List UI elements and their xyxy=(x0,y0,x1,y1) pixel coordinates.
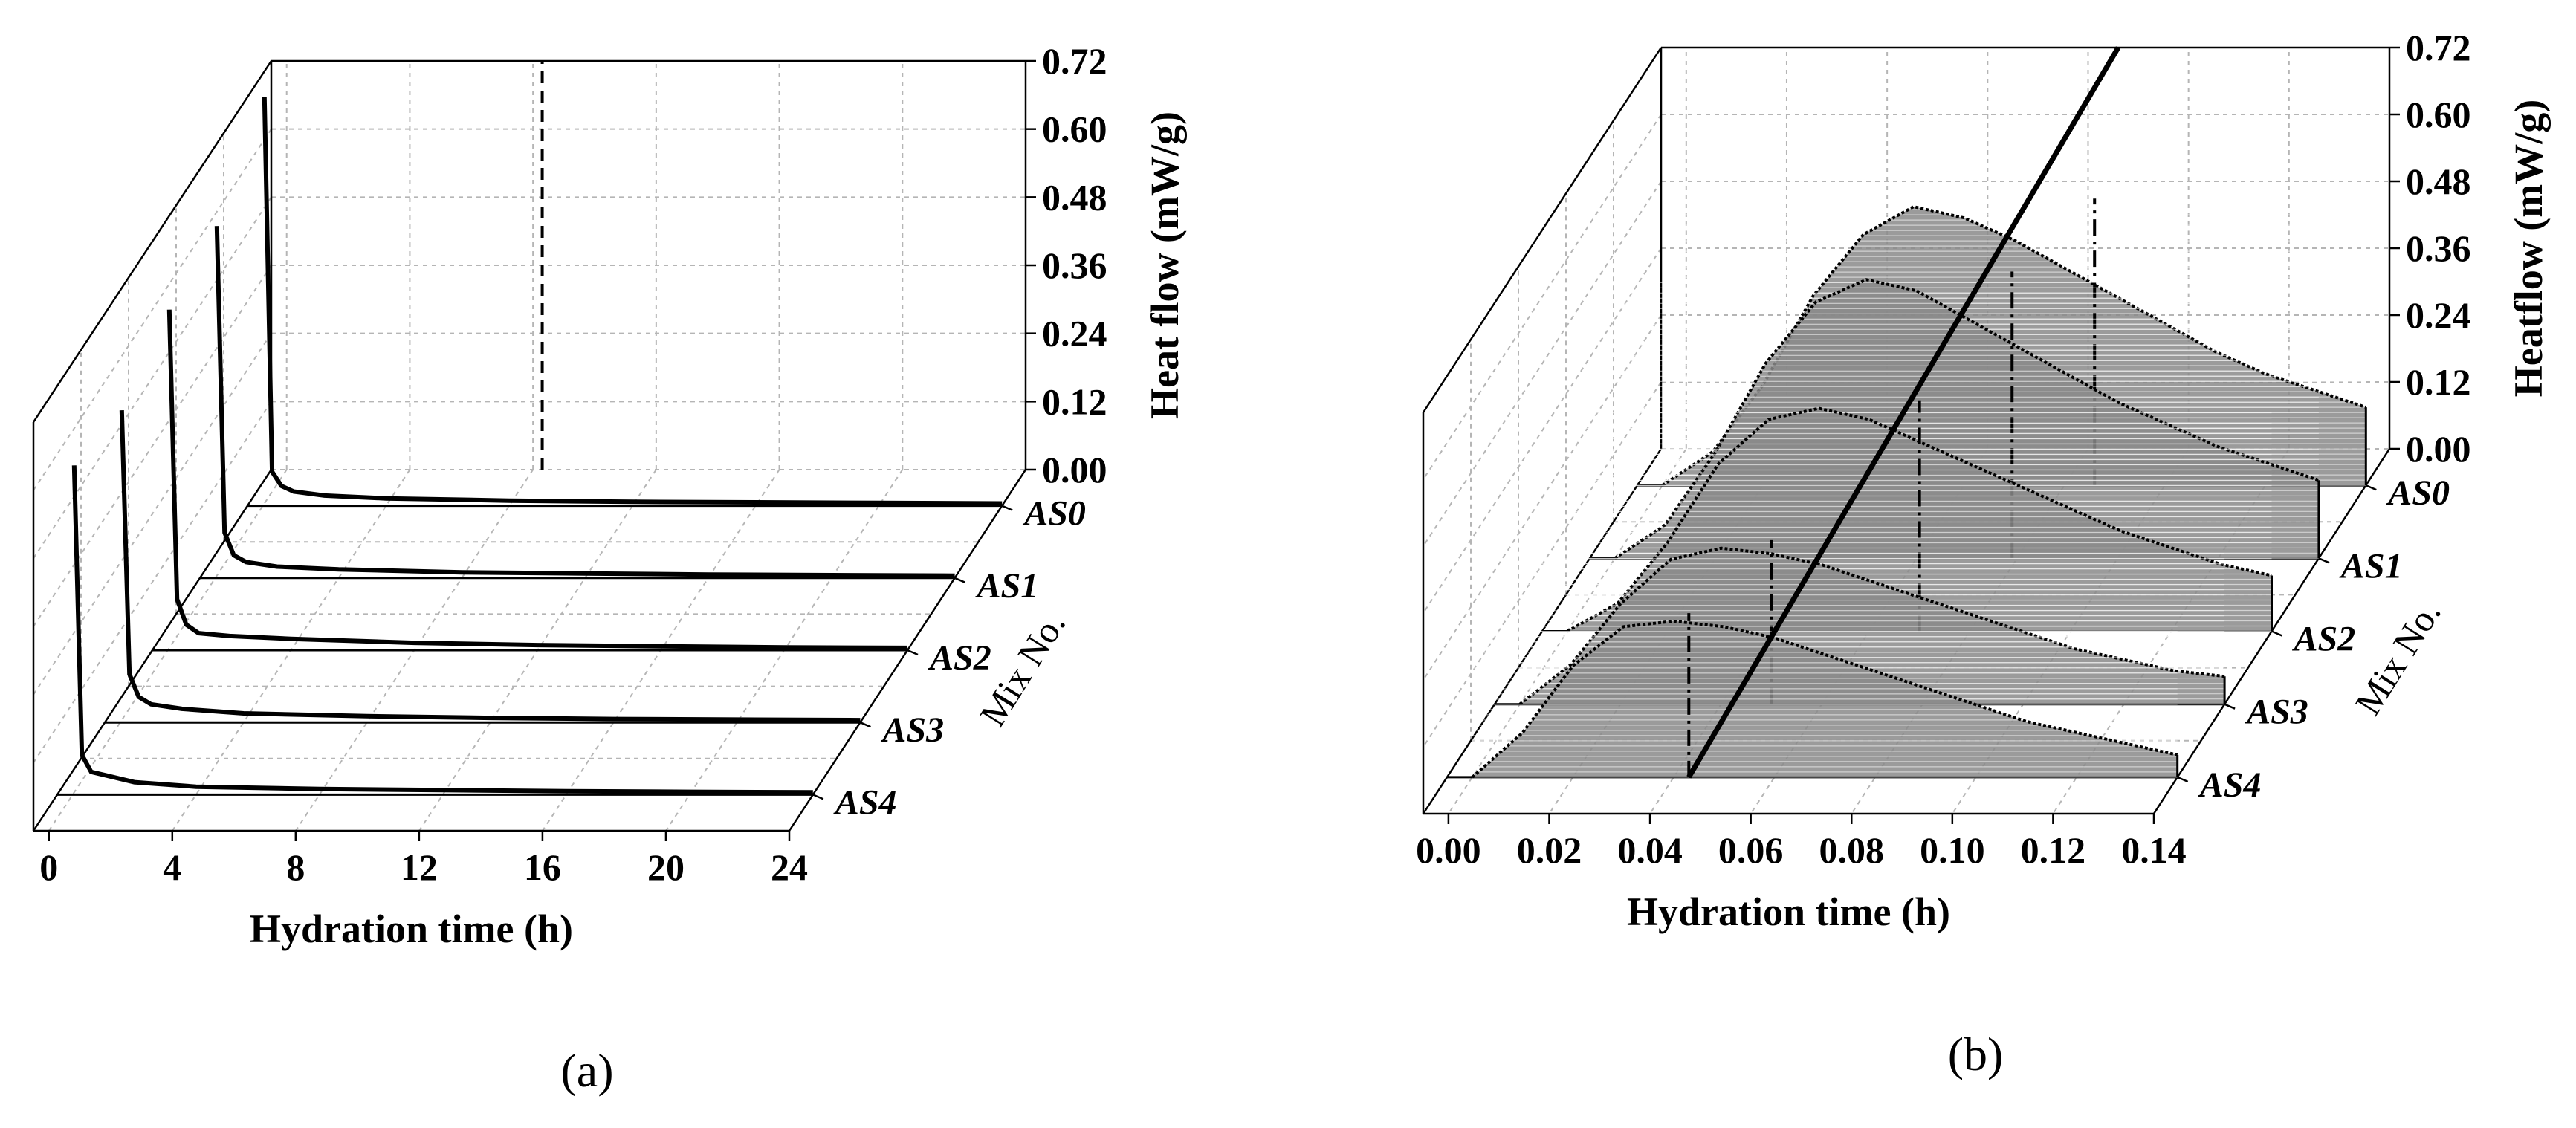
axis-line xyxy=(32,60,273,423)
z-tick-label: 0.48 xyxy=(2406,161,2471,202)
category-tick-mark xyxy=(2271,630,2282,637)
panel-b-chart: 0.00 0.02 0.04 0.06 0.08 0.10 0.12 0.14 0.00 0.12… xyxy=(1416,27,2551,934)
x-tick-label: 12 xyxy=(401,846,438,888)
ticks: 0.00 0.02 0.04 0.06 0.08 0.10 0.12 0.14 0.00 0.12… xyxy=(1416,27,2470,871)
x-tick-label: 0.06 xyxy=(1718,829,1784,871)
grid-line xyxy=(33,401,272,763)
category-label: AS4 xyxy=(833,782,897,822)
z-tick-label: 0.12 xyxy=(2406,361,2471,403)
x-tick-label: 8 xyxy=(286,846,305,888)
x-tick-label: 24 xyxy=(771,846,808,888)
panel-b-label: (b) xyxy=(1948,1028,2004,1080)
z-tick-label: 0.24 xyxy=(2406,294,2471,336)
panel-a-label: (a) xyxy=(560,1044,613,1097)
x-tick-label: 0.12 xyxy=(2021,829,2086,871)
category-tick-mark xyxy=(1001,505,1013,511)
grid xyxy=(33,60,1026,832)
category-label: AS4 xyxy=(2198,765,2262,805)
z-tick-label: 0.24 xyxy=(1042,313,1107,354)
category-label: AS2 xyxy=(928,638,991,678)
category-tick-mark xyxy=(812,794,824,800)
grid-line xyxy=(1423,381,1662,748)
grid-line xyxy=(1423,114,1662,480)
x-tick-label: 16 xyxy=(524,846,561,888)
x-tick-label: 20 xyxy=(647,846,685,888)
grid-line xyxy=(33,265,272,627)
category-tick-mark xyxy=(2224,703,2236,710)
z-tick-label: 0.36 xyxy=(1042,244,1107,286)
x-tick-label: 0.02 xyxy=(1517,829,1582,871)
x-tick-label: 0.04 xyxy=(1617,829,1683,871)
z-tick-label: 0.00 xyxy=(2406,428,2471,470)
x-axis-title: Hydration time (h) xyxy=(1627,889,1950,934)
category-label: AS3 xyxy=(2245,693,2308,732)
panel-a-chart: 0 4 8 12 16 20 24 0.00 0.12 0.24 0.36 0.48 0.60 0.72 A… xyxy=(32,40,1187,951)
category-label: AS3 xyxy=(880,710,944,750)
series-line xyxy=(1471,619,2178,779)
x-tick-label: 0.00 xyxy=(1416,829,1481,871)
series-group xyxy=(57,61,1003,796)
z-tick-label: 0.72 xyxy=(2406,27,2471,68)
x-axis-title: Hydration time (h) xyxy=(250,907,573,951)
z-axis-title: Heat flow (mW/g) xyxy=(1142,111,1187,419)
category-label: AS2 xyxy=(2292,620,2356,659)
category-label: AS0 xyxy=(2386,473,2450,513)
z-axis-title: Heatflow (mW/g) xyxy=(2506,100,2551,397)
grid-line xyxy=(1423,181,1662,547)
x-tick-label: 0 xyxy=(39,846,58,888)
axes-frame xyxy=(1422,46,2391,815)
category-tick-mark xyxy=(907,649,919,656)
category-label: AS0 xyxy=(1022,494,1086,534)
series-line xyxy=(166,309,908,650)
z-tick-label: 0.48 xyxy=(1042,176,1107,218)
x-tick-label: 4 xyxy=(163,846,181,888)
x-tick-label: 0.14 xyxy=(2121,829,2187,871)
grid-line xyxy=(33,333,272,696)
z-tick-label: 0.60 xyxy=(2406,94,2471,135)
z-tick-label: 0.60 xyxy=(1042,108,1107,150)
series-group xyxy=(1447,46,2367,779)
series-line xyxy=(262,97,1003,506)
series-line xyxy=(71,465,813,795)
z-tick-label: 0.12 xyxy=(1042,380,1107,422)
axes-frame xyxy=(32,59,1027,832)
category-tick-mark xyxy=(2177,776,2189,783)
series-line xyxy=(1518,546,2225,706)
ticks: 0 4 8 12 16 20 24 0.00 0.12 0.24 0.36 0.48 0.60 0.72 A… xyxy=(39,40,1107,888)
grid-line xyxy=(33,129,272,491)
series-line xyxy=(1614,278,2320,560)
category-tick-mark xyxy=(2365,484,2377,491)
series-line xyxy=(214,226,955,578)
peak-trace-line xyxy=(1686,46,2121,779)
z-tick-label: 0.00 xyxy=(1042,449,1107,490)
category-label: AS1 xyxy=(975,566,1039,606)
category-label: AS1 xyxy=(2339,546,2403,586)
x-tick-label: 0.08 xyxy=(1819,829,1884,871)
z-tick-label: 0.36 xyxy=(2406,227,2471,269)
axis-line xyxy=(1422,47,1663,413)
category-tick-mark xyxy=(2318,557,2330,564)
category-tick-mark xyxy=(954,577,966,583)
z-tick-label: 0.72 xyxy=(1042,40,1107,82)
series-line xyxy=(119,410,861,723)
depth-axis-title: Mix No. xyxy=(2347,593,2449,722)
grid-line xyxy=(33,196,272,559)
x-tick-label: 0.10 xyxy=(1920,829,1985,871)
category-tick-mark xyxy=(859,722,871,728)
